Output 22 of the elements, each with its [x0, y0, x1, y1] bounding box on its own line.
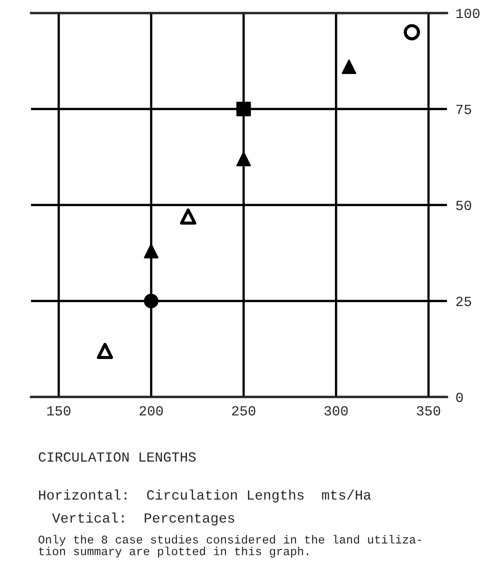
- point: [144, 294, 158, 308]
- point: [404, 24, 420, 40]
- x-tick-label: 300: [324, 406, 348, 416]
- point: [236, 102, 251, 116]
- y-tick-label: 75: [456, 104, 472, 114]
- point: [180, 208, 196, 225]
- point: [144, 244, 158, 258]
- x-tick-label: 350: [416, 406, 440, 416]
- text: Only the 8 case studies considered in the land utiliza- tion summary are plotted in this graph.: [38, 535, 422, 558]
- x-tick-label: 150: [47, 406, 70, 416]
- x-tick-label: 200: [140, 406, 163, 416]
- y-tick-label: 100: [456, 8, 480, 18]
- y-tick-label: 50: [456, 200, 472, 210]
- point: [96, 342, 114, 360]
- text: CIRCULATION LENGTHS: [38, 452, 196, 462]
- y-tick-label: 25: [456, 296, 472, 306]
- text: Vertical: Percentages: [52, 512, 234, 526]
- x-tick-label: 250: [232, 406, 256, 416]
- point: [342, 59, 356, 74]
- point: [236, 152, 251, 166]
- text: Horizontal: Circulation Lengths mts/Ha: [39, 490, 371, 502]
- y-tick-label: 0: [456, 392, 463, 402]
